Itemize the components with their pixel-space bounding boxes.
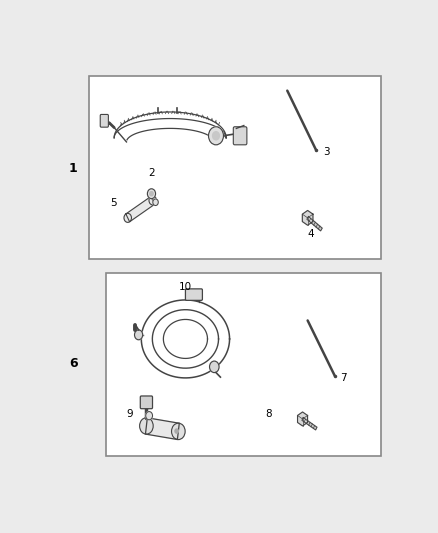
Circle shape — [212, 132, 219, 140]
Polygon shape — [145, 418, 179, 440]
Polygon shape — [302, 211, 313, 225]
Circle shape — [140, 418, 153, 434]
Text: 6: 6 — [69, 357, 78, 370]
Text: 9: 9 — [127, 409, 134, 418]
Polygon shape — [302, 417, 317, 430]
Circle shape — [148, 189, 155, 199]
Circle shape — [124, 213, 131, 222]
Circle shape — [153, 199, 158, 206]
Circle shape — [149, 196, 156, 205]
Circle shape — [208, 127, 223, 145]
Bar — [88, 76, 381, 259]
Text: 4: 4 — [308, 229, 314, 239]
Polygon shape — [307, 216, 322, 231]
FancyBboxPatch shape — [140, 396, 152, 409]
Circle shape — [172, 423, 185, 440]
Text: 8: 8 — [265, 409, 272, 418]
Text: 2: 2 — [148, 168, 155, 177]
Bar — [106, 273, 381, 456]
Circle shape — [175, 429, 178, 433]
Text: 3: 3 — [323, 147, 329, 157]
Text: 1: 1 — [69, 162, 78, 175]
Circle shape — [150, 192, 153, 196]
Polygon shape — [126, 197, 155, 222]
FancyBboxPatch shape — [185, 289, 202, 301]
Circle shape — [209, 361, 219, 373]
FancyBboxPatch shape — [100, 115, 108, 127]
Circle shape — [134, 330, 143, 340]
Polygon shape — [297, 412, 307, 426]
Text: 10: 10 — [179, 282, 192, 292]
FancyBboxPatch shape — [233, 127, 247, 145]
Text: 7: 7 — [340, 373, 346, 383]
Text: 5: 5 — [110, 198, 117, 208]
Circle shape — [146, 411, 152, 420]
